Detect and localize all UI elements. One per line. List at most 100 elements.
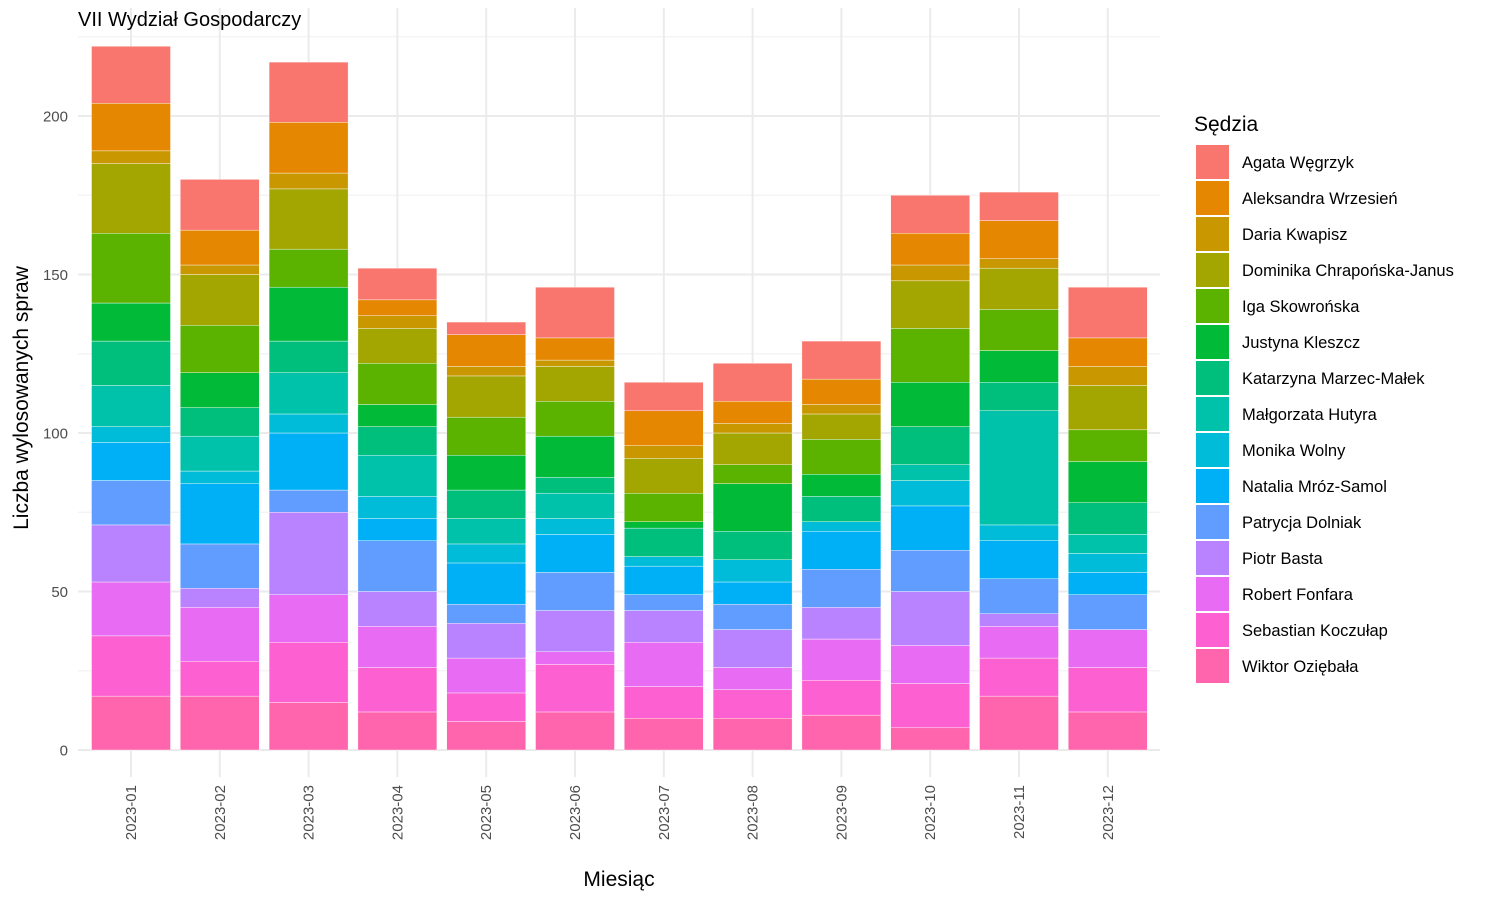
y-tick-label: 150	[43, 267, 68, 284]
bar-segment	[801, 569, 882, 608]
x-axis-label: Miesiąc	[583, 868, 654, 891]
bar-segment	[268, 286, 349, 342]
legend-swatch	[1196, 181, 1229, 215]
bar-segment	[91, 695, 171, 751]
bar-segment	[446, 454, 526, 491]
legend-label: Aleksandra Wrzesień	[1242, 190, 1398, 208]
bar-segment	[624, 610, 704, 643]
legend-items: Agata Węgrzyk Aleksandra Wrzesień Daria Kw…	[1196, 145, 1454, 683]
bar-segment	[624, 382, 704, 412]
bar-segment	[890, 480, 970, 507]
bar-stack-2023-12	[1068, 286, 1148, 751]
legend-item: Robert Fonfara	[1196, 577, 1354, 611]
bar-segment	[801, 680, 882, 716]
bar-segment	[801, 439, 882, 475]
bar-segment	[801, 404, 882, 415]
bar-segment	[712, 423, 793, 434]
bar-segment	[357, 363, 438, 405]
bar-segment	[180, 543, 260, 589]
bar-segment	[91, 46, 171, 104]
bar-segment	[535, 401, 615, 437]
y-axis-label: Liczba wylosowanych spraw	[10, 265, 33, 530]
bar-segment	[268, 642, 349, 703]
bar-segment	[180, 407, 260, 437]
bar-segment	[535, 435, 615, 478]
bar-segment	[1068, 461, 1148, 503]
bar-segment	[1068, 366, 1148, 386]
bar-segment	[979, 258, 1059, 269]
bar-segment	[890, 645, 970, 684]
legend-label: Monika Wolny	[1242, 442, 1346, 460]
bar-segment	[979, 695, 1059, 751]
legend-item: Natalia Mróz-Samol	[1196, 469, 1387, 503]
bar-segment	[446, 721, 526, 751]
bar-segment	[624, 718, 704, 751]
bar-segment	[712, 559, 793, 583]
bar-segment	[979, 613, 1059, 627]
x-tick-label: 2023-06	[567, 785, 584, 840]
bar-segment	[890, 727, 970, 751]
y-tick-label: 50	[51, 584, 68, 601]
bar-segment	[91, 480, 171, 526]
bar-segment	[624, 521, 704, 529]
bar-segment	[535, 286, 615, 339]
bar-segment	[801, 531, 882, 570]
bar-segment	[712, 629, 793, 668]
bar-segment	[446, 562, 526, 605]
legend-item: Daria Kwapisz	[1196, 217, 1347, 251]
bar-segment	[446, 518, 526, 545]
bar-stack-2023-09	[801, 340, 882, 751]
bar-segment	[890, 382, 970, 427]
bar-segment	[712, 363, 793, 402]
legend-swatch	[1196, 577, 1229, 611]
bar-segment	[624, 410, 704, 446]
bar-segment	[535, 572, 615, 611]
bar-segment	[535, 366, 615, 402]
x-tick-labels: 2023-01 2023-02 2023-03 2023-04 2023-05 2023-…	[123, 785, 1117, 840]
legend-swatch	[1196, 541, 1229, 575]
bar-segment	[1068, 594, 1148, 630]
legend-swatch	[1196, 649, 1229, 683]
legend-swatch	[1196, 505, 1229, 539]
bar-segment	[268, 122, 349, 174]
bar-segment	[712, 464, 793, 484]
bar-segment	[1068, 553, 1148, 573]
bar-segment	[1068, 337, 1148, 367]
bar-segment	[357, 667, 438, 713]
bars	[91, 46, 1148, 751]
bar-segment	[979, 267, 1059, 310]
bar-stack-2023-11	[979, 191, 1059, 751]
bar-segment	[979, 382, 1059, 412]
bar-segment	[712, 603, 793, 630]
x-tick-label: 2023-03	[301, 785, 318, 840]
bar-segment	[268, 512, 349, 595]
bar-segment	[1068, 629, 1148, 668]
legend-label: Wiktor Oziębała	[1242, 658, 1359, 676]
bar-segment	[535, 477, 615, 494]
bar-segment	[180, 695, 260, 751]
bar-segment	[446, 334, 526, 367]
legend-item: Dominika Chrapońska-Janus	[1196, 253, 1454, 287]
bar-segment	[446, 543, 526, 564]
bar-segment	[979, 350, 1059, 383]
legend-swatch	[1196, 325, 1229, 359]
bar-segment	[357, 404, 438, 427]
bar-segment	[890, 683, 970, 729]
bar-segment	[1068, 711, 1148, 751]
bar-stack-2023-05	[446, 321, 526, 751]
legend-swatch	[1196, 433, 1229, 467]
bar-segment	[357, 540, 438, 592]
bar-segment	[890, 264, 970, 282]
bar-segment	[624, 642, 704, 687]
bar-segment	[979, 191, 1059, 221]
bar-segment	[91, 581, 171, 637]
bar-segment	[180, 372, 260, 408]
bar-segment	[979, 524, 1059, 541]
x-tick-label: 2023-12	[1100, 785, 1117, 840]
y-tick-label: 200	[43, 109, 68, 126]
bar-segment	[712, 432, 793, 465]
bar-segment	[890, 464, 970, 481]
bar-segment	[801, 340, 882, 380]
bar-segment	[624, 565, 704, 595]
bar-segment	[357, 299, 438, 316]
